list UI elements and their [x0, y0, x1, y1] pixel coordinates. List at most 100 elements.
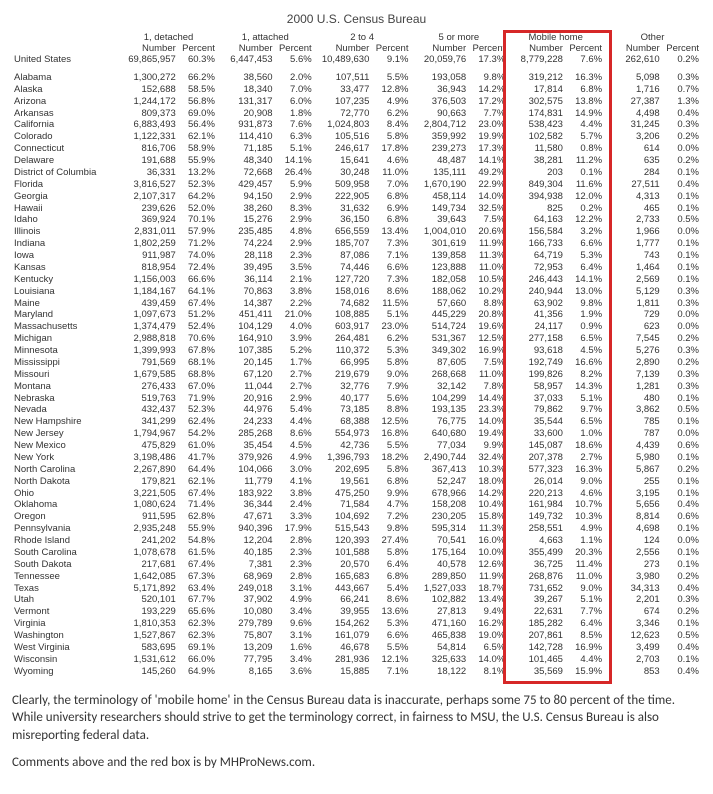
table-cell: 217,681: [120, 559, 178, 571]
table-cell: 11.0%: [468, 369, 507, 381]
row-name: Iowa: [12, 250, 120, 262]
row-name: West Virginia: [12, 642, 120, 654]
row-name: Minnesota: [12, 345, 120, 357]
table-cell: 101,588: [314, 547, 372, 559]
table-cell: 0.2%: [662, 333, 701, 345]
table-cell: 13.2%: [178, 167, 217, 179]
table-cell: 3.6%: [275, 666, 314, 678]
table-cell: 1,966: [604, 226, 662, 238]
table-cell: 101,465: [507, 654, 565, 666]
table-cell: 0.1%: [662, 654, 701, 666]
table-cell: 18,340: [217, 84, 275, 96]
table-cell: 729: [604, 309, 662, 321]
table-cell: 1,802,259: [120, 238, 178, 250]
table-cell: 52,247: [410, 476, 468, 488]
table-cell: 19.6%: [468, 321, 507, 333]
table-cell: 319,212: [507, 72, 565, 84]
table-cell: 241,202: [120, 535, 178, 547]
table-cell: 7.7%: [468, 108, 507, 120]
table-cell: 104,692: [314, 511, 372, 523]
table-cell: 0.3%: [662, 594, 701, 606]
table-cell: 42,736: [314, 440, 372, 452]
table-cell: 1,300,272: [120, 72, 178, 84]
table-cell: 23.3%: [468, 404, 507, 416]
table-cell: 791,569: [120, 357, 178, 369]
table-cell: 14.1%: [565, 274, 604, 286]
table-cell: 429,457: [217, 179, 275, 191]
table-cell: 149,734: [410, 203, 468, 215]
table-cell: 70,541: [410, 535, 468, 547]
table-cell: 74,682: [314, 298, 372, 310]
table-cell: 3.4%: [275, 606, 314, 618]
table-cell: 31,632: [314, 203, 372, 215]
row-name: Pennsylvania: [12, 523, 120, 535]
table-cell: 66.6%: [178, 274, 217, 286]
table-cell: 64,719: [507, 250, 565, 262]
sub-col: Percent: [662, 43, 701, 54]
row-name: Vermont: [12, 606, 120, 618]
table-cell: 67.4%: [178, 559, 217, 571]
table-cell: 1.0%: [565, 428, 604, 440]
table-row: Connecticut816,70658.9%71,1855.1%246,617…: [12, 143, 701, 155]
table-cell: 40,185: [217, 547, 275, 559]
table-cell: 161,984: [507, 499, 565, 511]
table-cell: 15,276: [217, 214, 275, 226]
table-cell: 107,511: [314, 72, 372, 84]
table-cell: 107,385: [217, 345, 275, 357]
table-cell: 11.9%: [468, 238, 507, 250]
table-cell: 0.7%: [662, 84, 701, 96]
table-row: Oregon911,59562.8%47,6713.3%104,6927.2%2…: [12, 511, 701, 523]
col-group: Mobile home: [507, 32, 604, 43]
table-cell: 10.0%: [468, 547, 507, 559]
table-cell: 279,789: [217, 618, 275, 630]
table-cell: 44,976: [217, 404, 275, 416]
row-name: District of Columbia: [12, 167, 120, 179]
table-cell: 1,374,479: [120, 321, 178, 333]
table-cell: 10,489,630: [314, 54, 372, 66]
table-cell: 1,531,612: [120, 654, 178, 666]
table-cell: 475,250: [314, 488, 372, 500]
table-cell: 7.2%: [371, 511, 410, 523]
table-cell: 0.2%: [662, 464, 701, 476]
table-cell: 32.4%: [468, 452, 507, 464]
table-cell: 67.8%: [178, 345, 217, 357]
row-name: Hawaii: [12, 203, 120, 215]
table-cell: 26.4%: [275, 167, 314, 179]
table-cell: 640,680: [410, 428, 468, 440]
table-cell: 11,779: [217, 476, 275, 488]
table-cell: 14.2%: [468, 488, 507, 500]
table-row: North Dakota179,82162.1%11,7794.1%19,561…: [12, 476, 701, 488]
table-cell: 35,569: [507, 666, 565, 678]
table-cell: 2.9%: [275, 238, 314, 250]
table-cell: 14.0%: [468, 416, 507, 428]
table-cell: 65.6%: [178, 606, 217, 618]
table-cell: 1,184,167: [120, 286, 178, 298]
table-cell: 785: [604, 416, 662, 428]
table-cell: 5.3%: [565, 250, 604, 262]
table-cell: 13,209: [217, 642, 275, 654]
table-cell: 73,185: [314, 404, 372, 416]
table-row: Rhode Island241,20254.8%12,2042.8%120,39…: [12, 535, 701, 547]
table-cell: 230,205: [410, 511, 468, 523]
table-cell: 1.9%: [565, 309, 604, 321]
row-name: Wisconsin: [12, 654, 120, 666]
table-row: Mississippi791,56968.1%20,1451.7%66,9955…: [12, 357, 701, 369]
table-cell: 34,313: [604, 583, 662, 595]
table-row: United States69,865,95760.3%6,447,4535.6…: [12, 54, 701, 66]
table-cell: 4.0%: [275, 321, 314, 333]
table-cell: 273: [604, 559, 662, 571]
table-cell: 56.8%: [178, 96, 217, 108]
table-cell: 3.1%: [275, 583, 314, 595]
table-cell: 5.6%: [371, 393, 410, 405]
table-body: United States69,865,95760.3%6,447,4535.6…: [12, 54, 701, 678]
table-cell: 66,995: [314, 357, 372, 369]
table-cell: 0.0%: [662, 226, 701, 238]
table-cell: 7.0%: [275, 84, 314, 96]
table-cell: 61.0%: [178, 440, 217, 452]
table-cell: 281,936: [314, 654, 372, 666]
table-cell: 9.0%: [371, 369, 410, 381]
table-cell: 0.3%: [662, 119, 701, 131]
group-header-row: 1, detached 1, attached 2 to 4 5 or more…: [12, 32, 701, 43]
table-cell: 554,973: [314, 428, 372, 440]
table-cell: 18.2%: [371, 452, 410, 464]
